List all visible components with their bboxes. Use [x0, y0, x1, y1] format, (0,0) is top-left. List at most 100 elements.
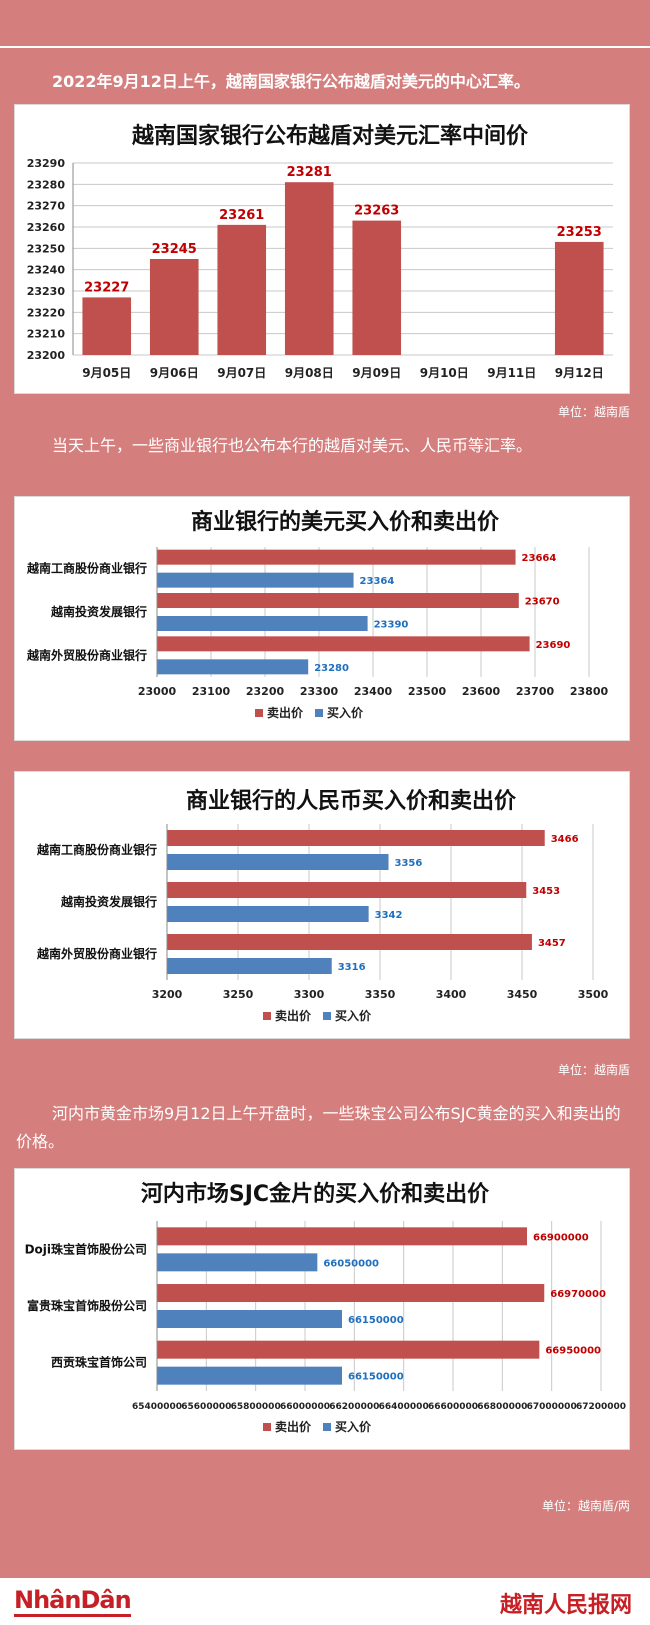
legend-sell-label: 卖出价: [267, 705, 304, 720]
usd-chart: 商业银行的美元买入价和卖出价 23000 23100 23200 23300 23400 2…: [26, 509, 609, 720]
sell-bar: [157, 1340, 540, 1359]
data-label: 23670: [525, 597, 560, 608]
x-tick-label: 9月05日: [82, 366, 131, 380]
x-tick-label: 3300: [294, 988, 325, 1001]
intro-text: 2022年9月12日上午，越南国家银行公布越盾对美元的中心汇率。: [52, 72, 530, 91]
x-tick-label: 23800: [570, 685, 609, 698]
x-tick-label: 9月08日: [285, 366, 334, 380]
sell-bar: [157, 549, 516, 565]
data-label: 23690: [536, 640, 571, 651]
data-label: 23280: [314, 663, 349, 674]
category-label: 越南工商股份商业银行: [36, 842, 157, 857]
y-tick-label: 23230: [27, 285, 66, 298]
legend-buy-swatch: [323, 1423, 331, 1431]
data-label: 23263: [354, 204, 399, 219]
buy-bar: [167, 854, 389, 870]
bar: [352, 220, 402, 355]
gold-chart: 河内市场SJC金片的买入价和卖出价 65400000 65600000 6580000…: [25, 1181, 626, 1434]
buy-bar: [157, 1253, 318, 1272]
data-label: 23364: [360, 576, 395, 587]
x-tick-label: 3350: [365, 988, 396, 1001]
legend-buy-label: 买入价: [327, 706, 364, 720]
x-tick-label: 65400000: [132, 1402, 182, 1412]
data-label: 3342: [375, 910, 403, 921]
data-label: 23281: [287, 165, 332, 180]
x-tick-label: 66800000: [477, 1402, 527, 1412]
para-gold-market: 河内市黄金市场9月12日上午开盘时，一些珠宝公司公布SJC黄金的买入和卖出的价格…: [16, 1104, 621, 1151]
chart-title: 河内市场SJC金片的买入价和卖出价: [141, 1181, 490, 1207]
legend-buy-swatch: [315, 709, 323, 717]
y-tick-label: 23280: [27, 178, 66, 191]
data-label: 66150000: [348, 1315, 404, 1326]
data-label: 23664: [522, 553, 557, 564]
x-tick-label: 9月10日: [420, 366, 469, 380]
category-label: 越南工商股份商业银行: [26, 561, 147, 576]
x-tick-label: 23400: [354, 685, 393, 698]
cny-chart: 商业银行的人民币买入价和卖出价 3200 3250 3300 3350 3400 3450 3…: [36, 788, 609, 1023]
x-tick-label: 3250: [223, 988, 254, 1001]
x-tick-label: 23000: [138, 685, 177, 698]
legend-sell-label: 卖出价: [275, 1008, 312, 1023]
y-tick-label: 23240: [27, 264, 66, 277]
chart-title: 商业银行的美元买入价和卖出价: [191, 509, 500, 535]
legend-buy-label: 买入价: [335, 1009, 372, 1023]
x-tick-label: 23300: [300, 685, 339, 698]
y-tick-label: 23260: [27, 221, 66, 234]
sell-bar: [157, 593, 519, 608]
buy-bar: [157, 572, 354, 588]
para-commercial-banks: 当天上午，一些商业银行也公布本行的越盾对美元、人民币等汇率。: [52, 436, 533, 455]
x-tick-label: 66600000: [428, 1402, 478, 1412]
nhandan-logo[interactable]: NhânDân: [14, 1586, 132, 1617]
x-tick-label: 65600000: [181, 1402, 231, 1412]
buy-bar: [157, 659, 309, 675]
y-tick-label: 23210: [27, 328, 66, 341]
x-tick-label: 66400000: [379, 1402, 429, 1412]
footer: NhânDân 越南人民报网: [0, 1578, 650, 1625]
legend-sell-swatch: [263, 1423, 271, 1431]
category-label: 富贵珠宝首饰股份公司: [27, 1298, 147, 1313]
data-label: 66900000: [533, 1232, 589, 1243]
sell-bar: [167, 882, 527, 898]
unit-label-2: 单位：越南盾: [557, 1063, 630, 1077]
x-tick-label: 9月09日: [352, 366, 401, 380]
chart-title: 越南国家银行公布越盾对美元汇率中间价: [131, 123, 529, 149]
category-label: 越南投资发展银行: [60, 894, 157, 909]
data-label: 23227: [84, 280, 129, 295]
legend-sell-swatch: [263, 1012, 271, 1020]
buy-bar: [157, 616, 368, 631]
sell-bar: [157, 1284, 545, 1302]
data-label: 3356: [395, 858, 423, 869]
bar: [217, 224, 267, 355]
y-tick-label: 23270: [27, 200, 66, 213]
category-label: 越南外贸股份商业银行: [36, 946, 157, 961]
legend-sell-swatch: [255, 709, 263, 717]
x-tick-label: 3450: [507, 988, 538, 1001]
x-tick-label: 66200000: [329, 1402, 379, 1412]
category-label: 越南外贸股份商业银行: [26, 647, 147, 662]
data-label: 23253: [557, 225, 602, 240]
sell-bar: [157, 636, 530, 652]
x-tick-label: 67000000: [527, 1402, 577, 1412]
y-tick-label: 23220: [27, 306, 66, 319]
data-label: 23261: [219, 208, 264, 223]
data-label: 66970000: [550, 1289, 606, 1300]
x-tick-label: 23200: [246, 685, 285, 698]
x-tick-label: 9月06日: [150, 366, 199, 380]
bar: [284, 182, 334, 355]
x-tick-label: 9月11日: [487, 366, 536, 380]
y-tick-label: 23200: [27, 349, 66, 362]
y-tick-label: 23250: [27, 242, 66, 255]
buy-bar: [167, 958, 332, 974]
x-tick-label: 67200000: [576, 1402, 626, 1412]
data-label: 23390: [374, 620, 409, 631]
x-tick-label: 23500: [408, 685, 447, 698]
site-name[interactable]: 越南人民报网: [499, 1593, 632, 1618]
chart-panel-gold: 河内市场SJC金片的买入价和卖出价 65400000 65600000 6580000…: [14, 1168, 630, 1450]
legend-sell-label: 卖出价: [275, 1419, 312, 1434]
sell-bar: [157, 1227, 527, 1246]
y-tick-label: 23290: [27, 157, 66, 170]
unit-label-1: 单位：越南盾: [557, 405, 630, 419]
data-label: 66150000: [348, 1372, 404, 1383]
x-tick-label: 23700: [516, 685, 555, 698]
data-label: 66050000: [323, 1258, 379, 1269]
